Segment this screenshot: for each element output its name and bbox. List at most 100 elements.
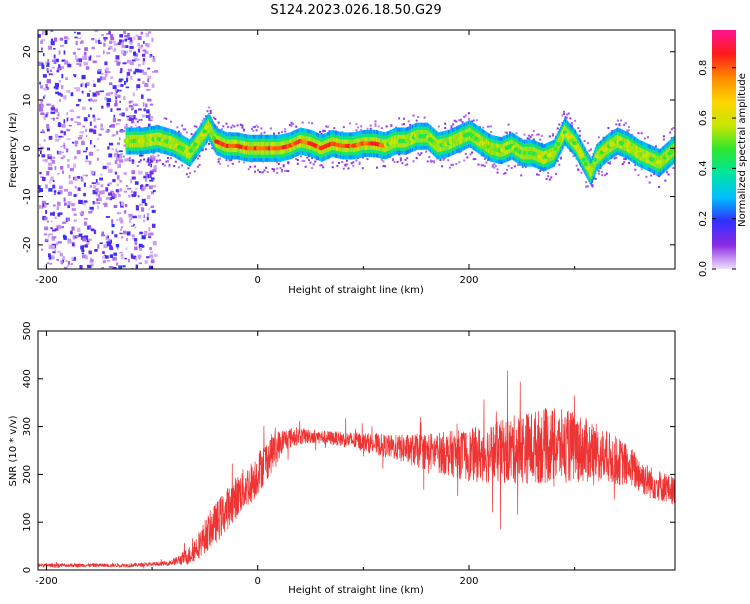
haze-cell — [252, 129, 255, 132]
haze-cell — [263, 169, 266, 172]
noise-cell — [52, 180, 55, 182]
noise-cell — [50, 40, 55, 46]
x-tick-label: 0 — [255, 576, 261, 587]
noise-cell — [45, 84, 48, 89]
haze-cell — [282, 163, 285, 166]
noise-cell — [102, 189, 105, 194]
noise-cell — [129, 61, 134, 66]
haze-cell — [578, 130, 581, 133]
noise-cell — [96, 201, 101, 205]
noise-cell — [63, 197, 66, 202]
noise-cell — [137, 214, 142, 219]
noise-cell — [142, 61, 145, 65]
noise-cell — [137, 42, 140, 47]
ridge-band-cell — [554, 144, 557, 158]
noise-cell — [147, 67, 150, 70]
haze-cell — [241, 124, 244, 127]
noise-cell — [83, 117, 88, 122]
x-tick-label: -200 — [35, 576, 58, 587]
noise-cell — [102, 251, 105, 254]
haze-cell — [304, 165, 307, 168]
noise-cell — [42, 217, 45, 219]
noise-cell — [134, 181, 139, 185]
haze-cell — [284, 130, 287, 133]
y-tick-label: 400 — [22, 369, 33, 388]
haze-cell — [577, 127, 580, 130]
noise-cell — [148, 185, 153, 190]
noise-cell — [112, 256, 117, 261]
haze-cell — [618, 124, 621, 127]
noise-cell — [109, 125, 112, 128]
haze-cell — [444, 122, 447, 125]
ridge-point — [572, 140, 577, 146]
haze-cell — [138, 161, 141, 163]
noise-cell — [63, 145, 66, 150]
noise-cell — [94, 191, 98, 194]
noise-cell — [116, 150, 119, 154]
noise-cell — [42, 204, 47, 209]
noise-cell — [52, 251, 56, 254]
noise-cell — [93, 184, 97, 189]
noise-cell — [121, 44, 126, 48]
noise-cell — [46, 79, 51, 84]
haze-cell — [393, 160, 396, 163]
haze-cell — [563, 110, 565, 113]
noise-cell — [121, 42, 124, 46]
noise-cell — [50, 212, 53, 216]
noise-cell — [150, 191, 154, 195]
ridge-point — [211, 136, 217, 141]
noise-cell — [133, 103, 139, 107]
haze-cell — [295, 125, 298, 128]
noise-cell — [108, 47, 111, 50]
noise-cell — [141, 235, 146, 240]
noise-cell — [90, 259, 94, 262]
colorbar-tick-label: 0.2 — [698, 211, 709, 227]
haze-cell — [173, 165, 176, 167]
haze-cell — [417, 152, 420, 155]
noise-cell — [112, 117, 117, 123]
noise-cell — [118, 150, 123, 153]
haze-cell — [477, 163, 480, 166]
noise-cell — [144, 83, 149, 87]
noise-cell — [130, 217, 133, 220]
haze-cell — [338, 162, 340, 164]
haze-cell — [628, 126, 630, 129]
noise-cell — [89, 128, 94, 133]
noise-cell — [67, 164, 70, 168]
noise-cell — [50, 117, 53, 120]
haze-cell — [483, 157, 486, 160]
noise-cell — [46, 124, 50, 129]
haze-cell — [447, 159, 450, 162]
haze-cell — [480, 164, 483, 167]
haze-cell — [412, 160, 415, 163]
haze-cell — [551, 132, 554, 135]
haze-cell — [556, 127, 559, 130]
noise-cell — [120, 68, 123, 72]
noise-cell — [83, 200, 88, 203]
noise-cell — [104, 73, 108, 77]
haze-cell — [276, 171, 279, 174]
haze-cell — [483, 165, 486, 168]
noise-cell — [113, 114, 116, 118]
noise-cell — [46, 171, 50, 176]
noise-cell — [64, 36, 68, 39]
noise-cell — [55, 58, 59, 63]
haze-cell — [431, 160, 434, 163]
noise-cell — [147, 174, 150, 179]
noise-cell — [70, 262, 73, 266]
noise-cell — [131, 159, 135, 164]
haze-cell — [624, 122, 627, 125]
haze-cell — [277, 132, 280, 135]
noise-cell — [115, 189, 119, 192]
noise-cell — [49, 177, 54, 181]
noise-cell — [141, 245, 145, 248]
haze-cell — [520, 174, 523, 177]
haze-cell — [287, 162, 290, 165]
noise-cell — [146, 213, 150, 216]
spectrogram-panel: -200 0 200 -20 -10 0 10 20 Height of straight l… — [8, 29, 676, 296]
noise-cell — [45, 61, 47, 65]
noise-cell — [81, 74, 86, 80]
noise-cell — [43, 265, 47, 268]
noise-cell — [48, 73, 53, 76]
